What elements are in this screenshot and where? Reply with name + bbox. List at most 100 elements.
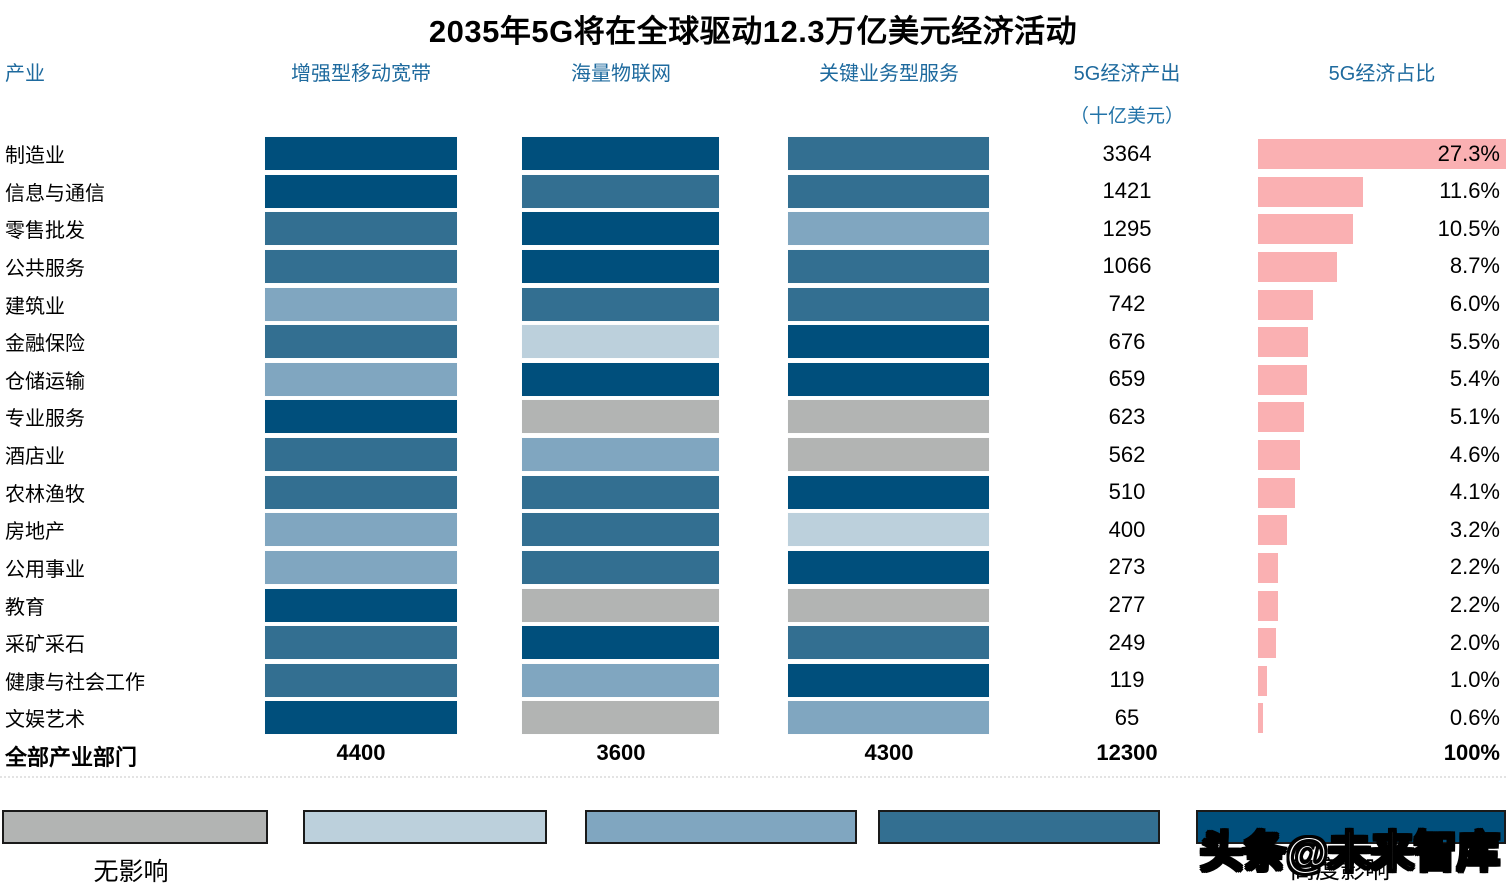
table-row: 采矿采石 249 2.0% (0, 624, 1506, 661)
share-value: 6.0% (1449, 291, 1500, 316)
miot-impact-bar (521, 625, 720, 661)
legend-swatch-very-low-impact (303, 810, 547, 844)
industry-label: 采矿采石 (5, 634, 85, 657)
mcs-impact-bar (787, 549, 990, 585)
totals-embb-value: 4400 (336, 740, 386, 765)
mcs-impact-bar (787, 512, 990, 548)
share-bar (1258, 665, 1268, 696)
legend-swatch-low-impact (585, 810, 857, 844)
mcs-impact-bar (787, 399, 990, 435)
share-value: 11.6% (1439, 178, 1500, 204)
embb-impact-bar (264, 248, 458, 284)
industry-label: 酒店业 (5, 446, 65, 468)
output-value: 562 (1108, 441, 1146, 467)
share-bar (1258, 703, 1264, 734)
share-value: 10.5% (1437, 215, 1500, 241)
industry-label: 建筑业 (5, 295, 65, 318)
embb-impact-bar (264, 136, 458, 171)
output-value: 249 (1108, 629, 1146, 655)
legend-swatch-no-impact (2, 810, 268, 844)
chart-title: 2035年5G将在全球驱动12.3万亿美元经济活动 (428, 14, 1078, 49)
output-value: 1066 (1102, 253, 1152, 279)
share-value: 5.1% (1449, 403, 1500, 429)
share-bar (1258, 552, 1278, 583)
embb-impact-bar (264, 286, 458, 322)
share-value: 1.0% (1449, 667, 1500, 693)
share-value: 4.1% (1449, 479, 1500, 505)
output-value: 273 (1108, 554, 1146, 580)
industry-label: 公共服务 (5, 257, 85, 280)
embb-impact-bar (264, 625, 458, 661)
table-row: 建筑业 742 6.0% (0, 286, 1506, 323)
totals-miot-value: 3600 (596, 740, 646, 765)
totals-row: 全部产业部门 4400 3600 4300 12300 100% (0, 740, 1506, 770)
mcs-impact-bar (787, 625, 990, 661)
output-value: 510 (1108, 479, 1146, 505)
embb-impact-bar (264, 361, 458, 397)
mcs-impact-bar (787, 211, 990, 247)
miot-impact-bar (521, 211, 720, 247)
mcs-impact-bar (787, 286, 990, 322)
legend-label-no-impact: 无影响 (93, 858, 169, 886)
header-industry: 产业 (5, 63, 45, 85)
embb-impact-bar (264, 173, 458, 209)
mcs-impact-bar (787, 587, 990, 623)
share-value: 5.5% (1449, 328, 1500, 354)
output-value: 277 (1108, 592, 1146, 617)
share-bar (1258, 327, 1308, 358)
miot-impact-bar (521, 324, 720, 360)
share-value: 3.2% (1449, 516, 1500, 542)
chart-rows: 制造业 3364 27.3% 信息与通信 1421 11.6% 零售批发 129… (0, 135, 1506, 737)
miot-impact-bar (521, 399, 720, 435)
industry-label: 农林渔牧 (5, 483, 85, 506)
miot-impact-bar (521, 662, 720, 698)
mcs-impact-bar (787, 361, 990, 397)
table-row: 信息与通信 1421 11.6% (0, 173, 1506, 210)
miot-impact-bar (521, 549, 720, 585)
output-value: 119 (1109, 667, 1145, 693)
share-bar (1258, 289, 1313, 320)
share-bar (1258, 402, 1305, 433)
share-value: 27.3% (1437, 140, 1500, 166)
share-value: 5.4% (1449, 366, 1500, 392)
embb-impact-bar (264, 324, 458, 360)
embb-impact-bar (264, 700, 458, 736)
embb-impact-bar (264, 211, 458, 247)
miot-impact-bar (521, 248, 720, 284)
miot-impact-bar (521, 512, 720, 548)
output-value: 400 (1108, 516, 1146, 542)
share-value: 8.7% (1449, 253, 1500, 279)
table-row: 零售批发 1295 10.5% (0, 210, 1506, 247)
share-bar (1258, 251, 1338, 282)
output-value: 65 (1114, 704, 1140, 730)
share-value: 4.6% (1449, 441, 1500, 467)
table-row: 公用事业 273 2.2% (0, 549, 1506, 586)
mcs-impact-bar (787, 136, 990, 171)
legend-label-high-impact: 高度影响 (1289, 856, 1391, 884)
embb-impact-bar (264, 512, 458, 548)
mcs-impact-bar (787, 700, 990, 736)
mcs-impact-bar (787, 437, 990, 472)
embb-impact-bar (264, 437, 458, 472)
totals-share-value: 100% (1443, 740, 1500, 765)
header-output-unit: （十亿美元） (1069, 106, 1185, 127)
mcs-impact-bar (787, 173, 990, 209)
header-share: 5G经济占比 (1328, 63, 1436, 85)
embb-impact-bar (264, 662, 458, 698)
miot-impact-bar (521, 587, 720, 623)
miot-impact-bar (521, 361, 720, 397)
table-row: 教育 277 2.2% (0, 587, 1506, 624)
totals-output-value: 12300 (1096, 740, 1158, 765)
miot-impact-bar (521, 437, 720, 472)
industry-label: 健康与社会工作 (5, 671, 145, 694)
share-bar (1258, 364, 1308, 395)
mcs-impact-bar (787, 474, 990, 510)
industry-label: 仓储运输 (5, 370, 85, 393)
output-value: 676 (1108, 328, 1146, 354)
bottom-separator (0, 776, 1506, 778)
table-row: 文娱艺术 65 0.6% (0, 699, 1506, 736)
industry-label: 教育 (5, 596, 45, 619)
table-row: 专业服务 623 5.1% (0, 398, 1506, 435)
miot-impact-bar (521, 136, 720, 171)
